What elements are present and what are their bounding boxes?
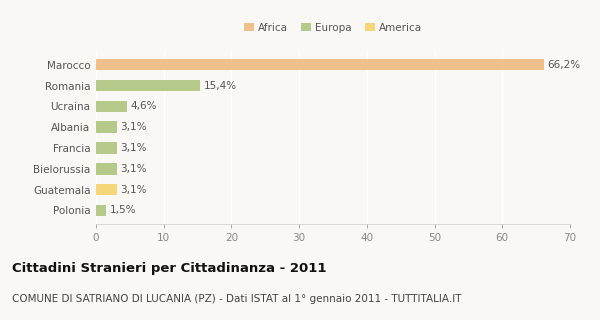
- Bar: [96, 122, 117, 133]
- Text: 15,4%: 15,4%: [203, 81, 237, 91]
- Legend: Africa, Europa, America: Africa, Europa, America: [239, 18, 427, 37]
- Text: 3,1%: 3,1%: [121, 143, 147, 153]
- Bar: [96, 163, 117, 174]
- Text: 3,1%: 3,1%: [121, 185, 147, 195]
- Bar: [96, 205, 106, 216]
- Text: 3,1%: 3,1%: [121, 164, 147, 174]
- Text: 1,5%: 1,5%: [110, 205, 136, 215]
- Bar: [96, 101, 127, 112]
- Text: COMUNE DI SATRIANO DI LUCANIA (PZ) - Dati ISTAT al 1° gennaio 2011 - TUTTITALIA.: COMUNE DI SATRIANO DI LUCANIA (PZ) - Dat…: [12, 294, 461, 304]
- Text: 3,1%: 3,1%: [121, 122, 147, 132]
- Text: 66,2%: 66,2%: [548, 60, 581, 70]
- Bar: [96, 142, 117, 154]
- Text: Cittadini Stranieri per Cittadinanza - 2011: Cittadini Stranieri per Cittadinanza - 2…: [12, 262, 326, 276]
- Bar: [96, 80, 200, 91]
- Bar: [96, 184, 117, 195]
- Bar: [96, 59, 544, 70]
- Text: 4,6%: 4,6%: [131, 101, 157, 111]
